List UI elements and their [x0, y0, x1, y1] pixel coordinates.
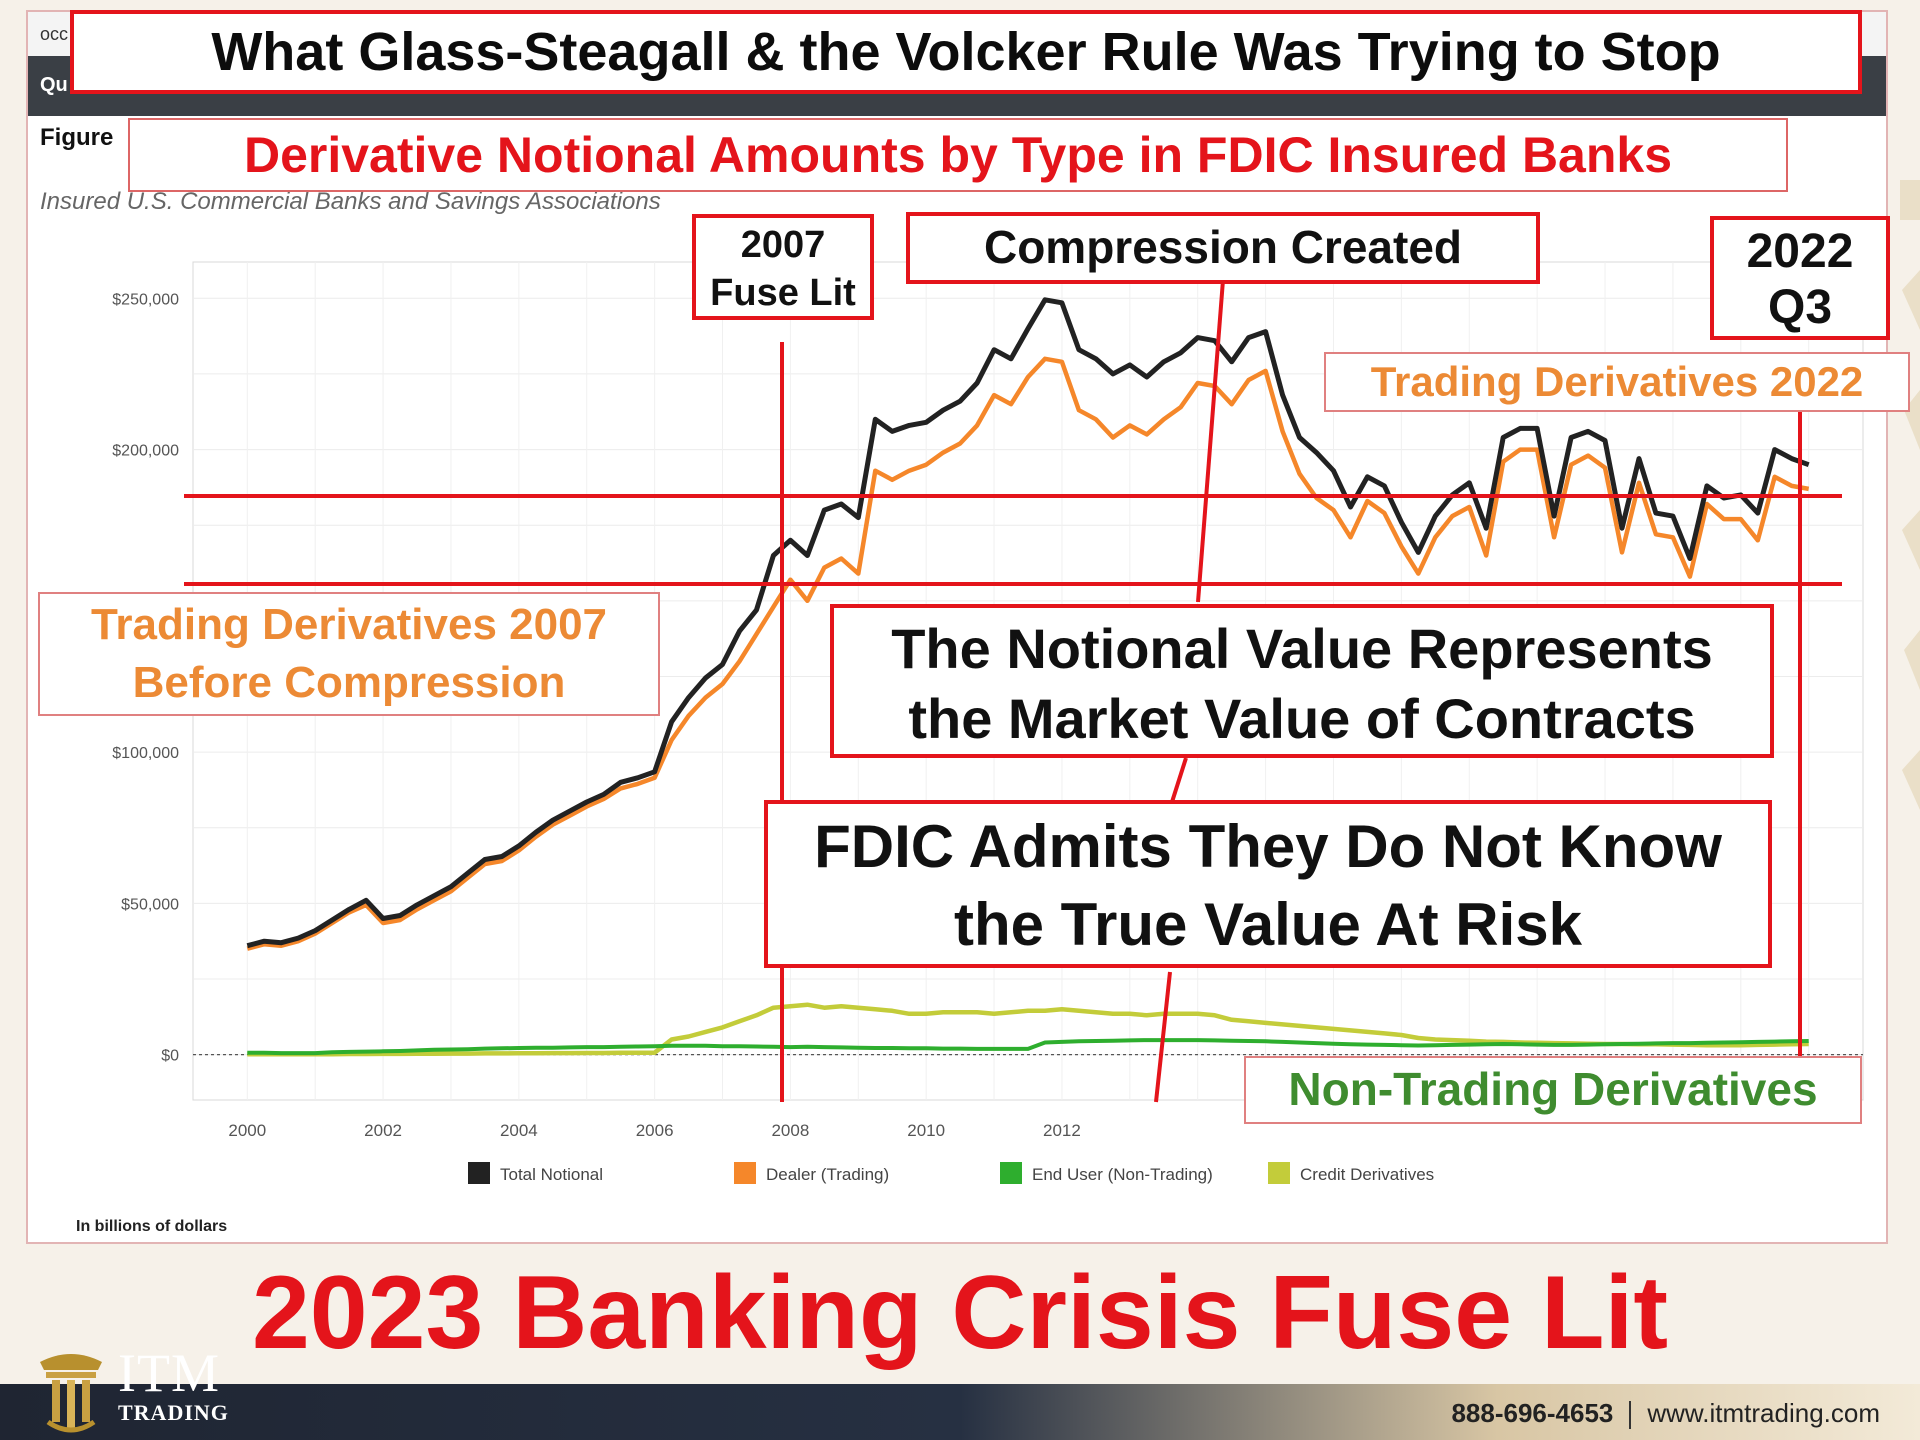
x-tick-label: 2002 [364, 1121, 402, 1140]
annotation-non-trading-derivatives: Non-Trading Derivatives [1244, 1056, 1862, 1124]
annotation-trading-derivatives-2007: Trading Derivatives 2007 Before Compress… [38, 592, 660, 716]
annotation-td2007-line2: Before Compression [132, 658, 566, 707]
annotation-2022-line2: Q3 [1767, 281, 1833, 334]
y-tick-label: $250,000 [112, 291, 179, 308]
website-link[interactable]: www.itmtrading.com [1647, 1398, 1880, 1428]
series-line-dealer-trading- [246, 356, 1810, 951]
annotation-2007-line2: Fuse Lit [710, 272, 856, 314]
footer-bar [0, 1384, 1920, 1440]
url-text: occ [40, 24, 69, 44]
figure-label: Figure [40, 124, 114, 151]
bottom-title: 2023 Banking Crisis Fuse Lit [251, 1255, 1669, 1371]
pillar-icon [40, 1354, 102, 1433]
legend-label: Total Notional [500, 1165, 603, 1184]
phone-number: 888-696-4653 [1451, 1398, 1614, 1428]
y-tick-label: $100,000 [112, 745, 179, 762]
headline-box: What Glass-Steagall & the Volcker Rule W… [70, 10, 1862, 94]
legend-label: End User (Non-Trading) [1032, 1165, 1213, 1184]
annotation-td2007-line1: Trading Derivatives 2007 [90, 600, 608, 649]
line-chart: $0 $50,000 $100,000 $200,000 $250,000 2000 200… [112, 261, 1864, 1184]
annotation-lines [184, 279, 1842, 1103]
brand-sub: TRADING [118, 1400, 229, 1425]
chart-axes: $0 $50,000 $100,000 $200,000 $250,000 2000 200… [112, 291, 1863, 1140]
legend-swatch [1268, 1162, 1290, 1184]
decorative-edge-pattern [1900, 180, 1920, 810]
annotation-fdic-line1: FDIC Admits They Do Not Know [814, 813, 1722, 880]
annotation-line [1170, 757, 1188, 803]
series-line-end-user-non-trading- [247, 1038, 1809, 1056]
annotation-line [1154, 971, 1172, 1103]
annotation-notional-line1: The Notional Value Represents [891, 617, 1713, 680]
annotation-notional-value: The Notional Value Represents the Market… [830, 604, 1774, 758]
brand-name: ITM [118, 1343, 220, 1403]
legend-swatch [1000, 1162, 1022, 1184]
annotation-notional-line2: the Market Value of Contracts [908, 687, 1696, 750]
annotation-fdic-line2: the True Value At Risk [954, 891, 1582, 958]
annotation-2007-fuse-lit: 2007 Fuse Lit [692, 214, 874, 320]
series-line-total-notional [246, 297, 1810, 949]
legend-swatch [734, 1162, 756, 1184]
legend-label: Dealer (Trading) [766, 1165, 889, 1184]
nav-text: Qu [40, 74, 68, 96]
x-tick-label: 2012 [1043, 1121, 1081, 1140]
footer-separator [1629, 1401, 1632, 1430]
y-tick-label: $200,000 [112, 443, 179, 460]
legend-swatch [468, 1162, 490, 1184]
chart-series [246, 297, 1810, 1057]
x-tick-label: 2006 [636, 1121, 674, 1140]
annotation-trading-derivatives-2022: Trading Derivatives 2022 [1324, 352, 1910, 412]
annotation-2022-q3: 2022 Q3 [1710, 216, 1890, 340]
x-tick-label: 2004 [500, 1121, 538, 1140]
subtitle-banner: Derivative Notional Amounts by Type in F… [128, 118, 1788, 192]
x-tick-label: 2000 [228, 1121, 266, 1140]
x-tick-label: 2010 [907, 1121, 945, 1140]
annotation-compression-created: Compression Created [906, 212, 1540, 284]
annotation-line [1196, 279, 1225, 603]
units-label: In billions of dollars [76, 1218, 228, 1235]
brand-logo: ITM TRADING [36, 1340, 296, 1440]
chart-subtitle: Insured U.S. Commercial Banks and Saving… [40, 188, 661, 215]
annotation-2007-line1: 2007 [740, 224, 826, 266]
annotation-2022-line1: 2022 [1746, 225, 1854, 278]
legend-label: Credit Derivatives [1300, 1165, 1434, 1184]
chart-legend: Total Notional Dealer (Trading) End User (… [468, 1162, 1434, 1184]
y-tick-label: $50,000 [121, 896, 179, 913]
footer-contact: 888-696-4653 www.itmtrading.com [1451, 1398, 1880, 1430]
annotation-fdic-admits: FDIC Admits They Do Not Know the True Va… [764, 800, 1772, 968]
x-tick-label: 2008 [771, 1121, 809, 1140]
y-tick-label: $0 [161, 1048, 179, 1065]
